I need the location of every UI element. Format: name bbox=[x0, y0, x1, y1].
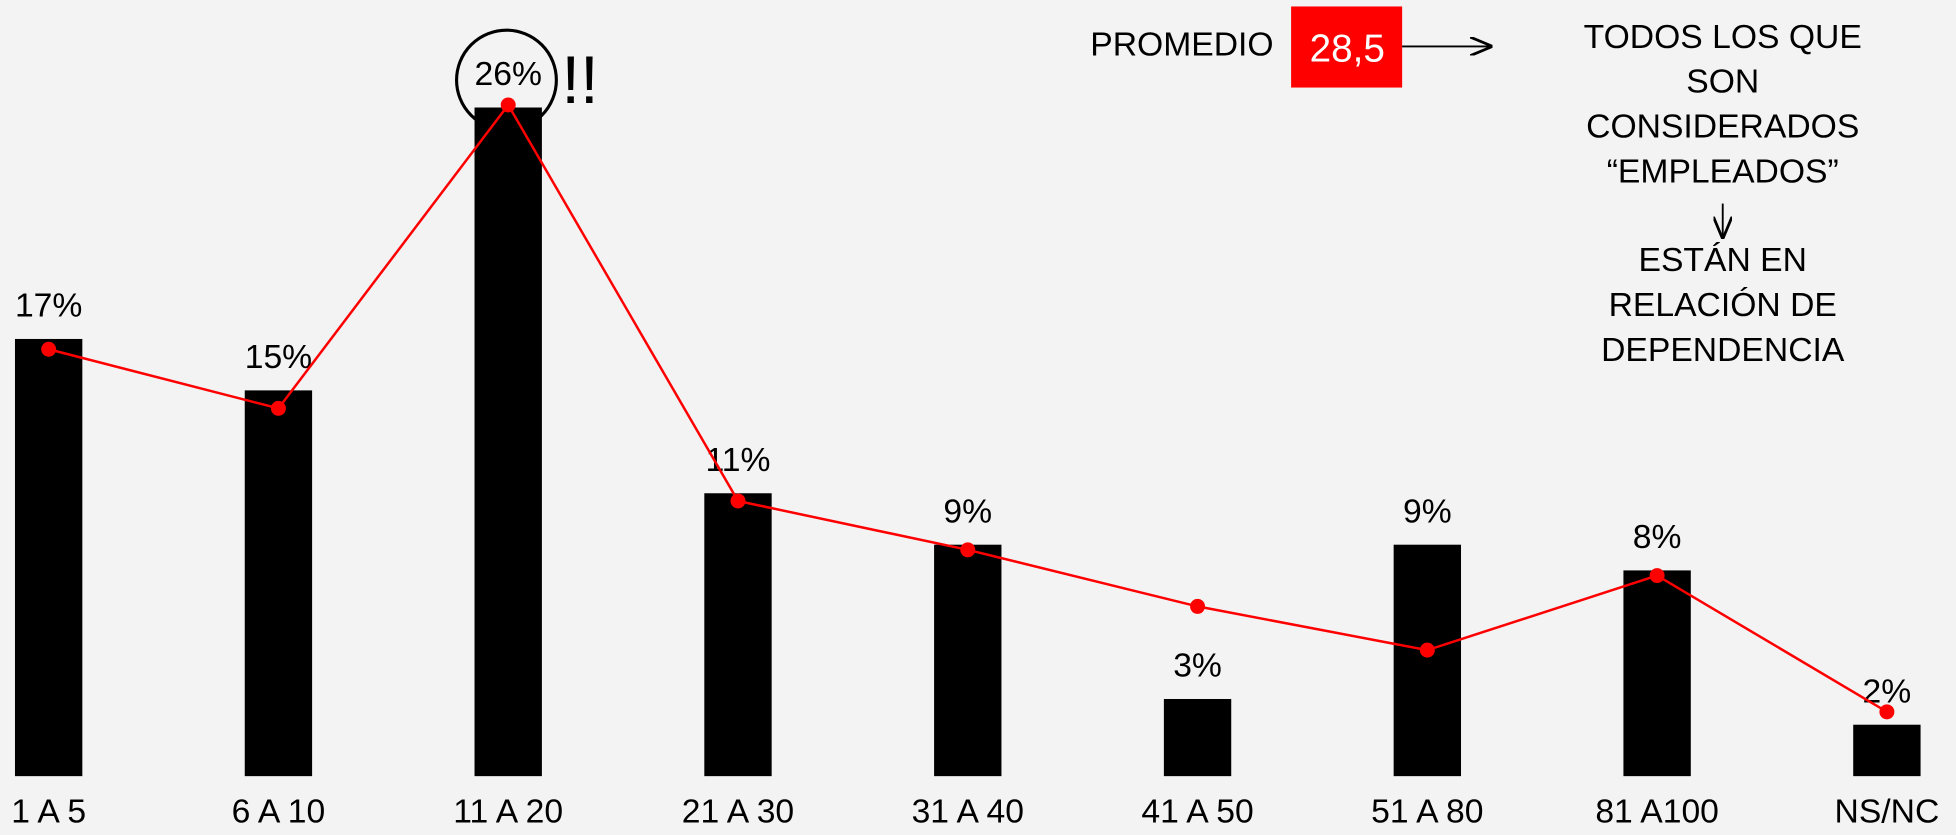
line-point bbox=[960, 542, 976, 558]
x-tick-label: 6 A 10 bbox=[232, 793, 326, 830]
data-label: 9% bbox=[1403, 493, 1452, 530]
average-value: 28,5 bbox=[1310, 28, 1385, 71]
bar bbox=[934, 544, 1002, 777]
x-tick-label: 21 A 30 bbox=[682, 793, 794, 830]
line-point bbox=[500, 97, 516, 113]
data-label: 9% bbox=[943, 493, 992, 530]
note-line: DEPENDENCIA bbox=[1601, 332, 1845, 369]
emphasis: !! bbox=[561, 43, 598, 118]
bar bbox=[704, 493, 772, 777]
data-label: 2% bbox=[1863, 673, 1912, 710]
bar bbox=[1853, 724, 1921, 777]
line-point bbox=[1649, 568, 1665, 584]
average-box bbox=[1291, 6, 1403, 88]
data-label: 8% bbox=[1633, 519, 1682, 556]
x-tick-label: 51 A 80 bbox=[1371, 793, 1483, 830]
note-line: “EMPLEADOS” bbox=[1607, 154, 1839, 191]
line-point bbox=[41, 341, 57, 357]
note-line: TODOS LOS QUE bbox=[1584, 19, 1862, 56]
data-label: 15% bbox=[245, 339, 312, 376]
line-point bbox=[1190, 598, 1206, 614]
x-tick-label: 81 A100 bbox=[1595, 793, 1719, 830]
line-point bbox=[1879, 704, 1895, 720]
note-line: CONSIDERADOS bbox=[1586, 109, 1859, 146]
x-tick-label: NS/NC bbox=[1835, 793, 1940, 830]
bar bbox=[244, 390, 313, 777]
note-line: SON bbox=[1686, 64, 1759, 101]
bar bbox=[1623, 570, 1691, 777]
bar bbox=[1163, 698, 1232, 777]
line-point bbox=[1419, 642, 1435, 658]
bar bbox=[1393, 544, 1462, 777]
x-tick-label: 41 A 50 bbox=[1141, 793, 1253, 830]
data-label: 17% bbox=[15, 288, 82, 325]
line-point bbox=[730, 493, 746, 509]
data-label: 26% bbox=[475, 56, 542, 93]
data-label: 11% bbox=[706, 442, 771, 479]
x-tick-label: 31 A 40 bbox=[912, 793, 1024, 830]
note-line: RELACIÓN DE bbox=[1609, 286, 1837, 324]
bar bbox=[14, 338, 83, 777]
note-line: ESTÁN EN bbox=[1639, 242, 1807, 279]
x-tick-label: 11 A 20 bbox=[453, 793, 563, 830]
line-point bbox=[270, 400, 286, 416]
average-label: PROMEDIO bbox=[1090, 26, 1273, 63]
x-tick-label: 1 A 5 bbox=[11, 793, 86, 830]
data-label: 3% bbox=[1173, 648, 1222, 685]
bar bbox=[474, 107, 542, 777]
